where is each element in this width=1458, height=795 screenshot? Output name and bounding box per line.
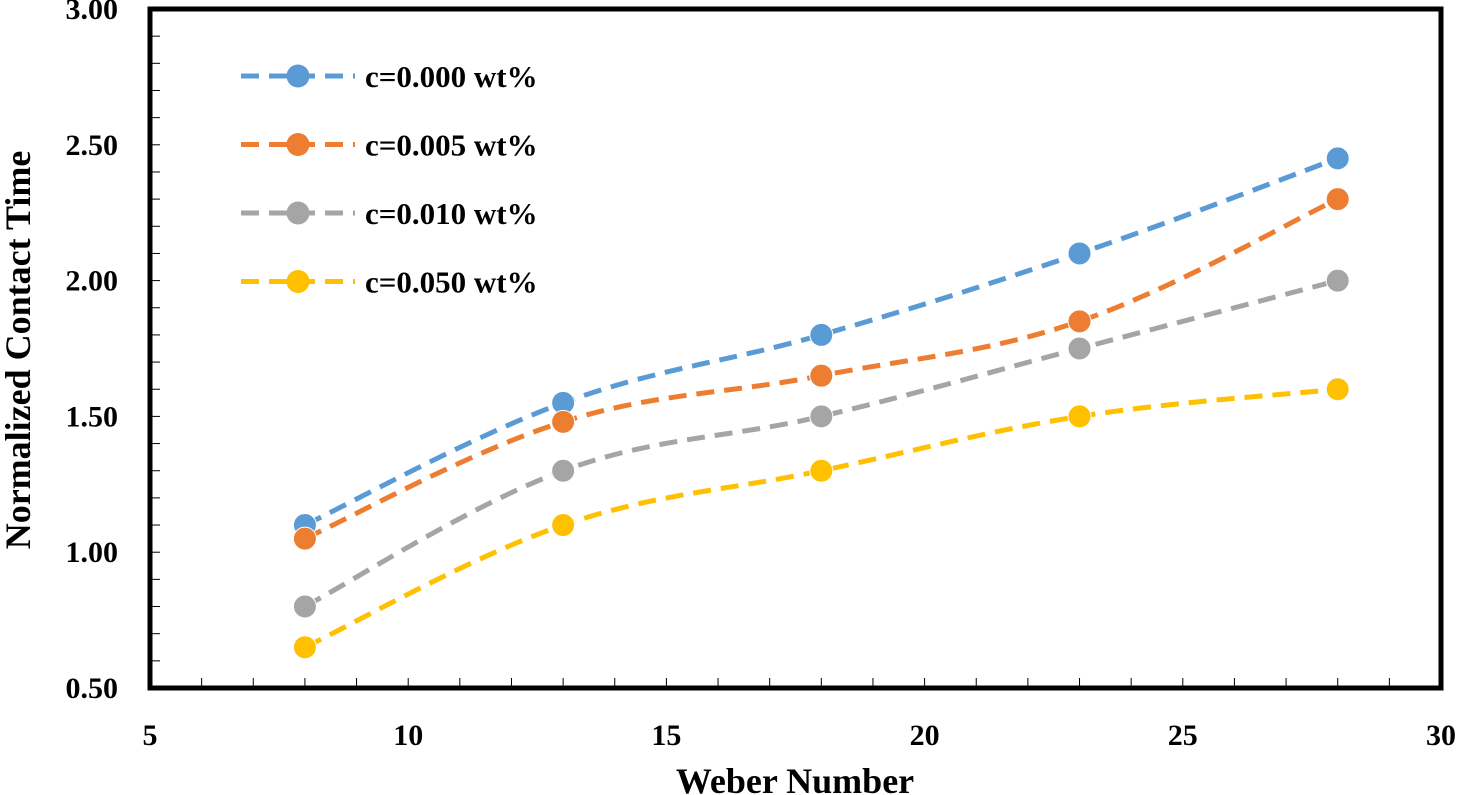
- series-2: [292, 187, 1350, 551]
- x-tick-label: 10: [393, 719, 423, 752]
- data-point: [551, 513, 576, 538]
- legend-item: c=0.005 wt%: [241, 128, 538, 163]
- legend-label: c=0.000 wt%: [365, 59, 538, 94]
- data-point: [292, 635, 317, 660]
- data-point: [1325, 268, 1350, 293]
- data-point: [1067, 404, 1092, 429]
- data-point: [809, 458, 834, 483]
- x-axis-title: Weber Number: [676, 761, 914, 795]
- data-point: [1067, 309, 1092, 334]
- legend-item: c=0.010 wt%: [241, 196, 538, 231]
- legend-marker: [286, 133, 310, 156]
- x-tick-label: 30: [1426, 719, 1456, 752]
- series-line: [303, 278, 1339, 609]
- y-tick-label: 2.00: [66, 265, 119, 298]
- x-tick-label: 15: [651, 719, 681, 752]
- x-tick-label: 20: [910, 719, 940, 752]
- series-layer: [292, 146, 1350, 660]
- data-point: [809, 404, 834, 429]
- x-tick-label: 25: [1168, 719, 1198, 752]
- legend-label: c=0.005 wt%: [365, 128, 538, 163]
- y-axis-title: Normalized Contact Time: [0, 151, 38, 550]
- legend: c=0.000 wt% c=0.005 wt% c=0.010 wt% c=0.050…: [241, 59, 538, 300]
- legend-label: c=0.050 wt%: [365, 265, 538, 300]
- plot-frame: [147, 6, 1444, 691]
- legend-item: c=0.050 wt%: [241, 265, 538, 300]
- series-line: [303, 156, 1339, 528]
- y-tick-label: 0.50: [66, 672, 119, 705]
- data-point: [551, 409, 576, 434]
- y-tick-label: 1.00: [66, 536, 119, 569]
- data-point: [809, 363, 834, 388]
- data-point: [1325, 146, 1350, 171]
- data-point: [551, 458, 576, 483]
- legend-marker: [286, 64, 310, 88]
- y-tick-label: 3.00: [66, 0, 119, 26]
- legend-item: c=0.000 wt%: [241, 59, 538, 94]
- data-point: [1067, 336, 1092, 361]
- legend-marker: [286, 270, 310, 293]
- series-4: [292, 377, 1350, 660]
- data-point: [1067, 241, 1092, 266]
- data-point: [292, 526, 317, 551]
- data-point: [809, 322, 834, 347]
- data-point: [1325, 187, 1350, 212]
- legend-marker: [286, 201, 310, 225]
- y-tick-label: 2.50: [66, 129, 119, 162]
- data-point: [1325, 377, 1350, 402]
- series-3: [292, 268, 1350, 619]
- legend-label: c=0.010 wt%: [365, 196, 538, 231]
- series-line: [303, 386, 1338, 650]
- data-point: [292, 594, 317, 619]
- y-tick-label: 1.50: [66, 400, 119, 433]
- x-tick-label: 5: [143, 719, 158, 752]
- tick-labels: 5 10 15 20 25 30 0.50 1.00 1.50 2.00 2.50 3.00: [66, 0, 1457, 752]
